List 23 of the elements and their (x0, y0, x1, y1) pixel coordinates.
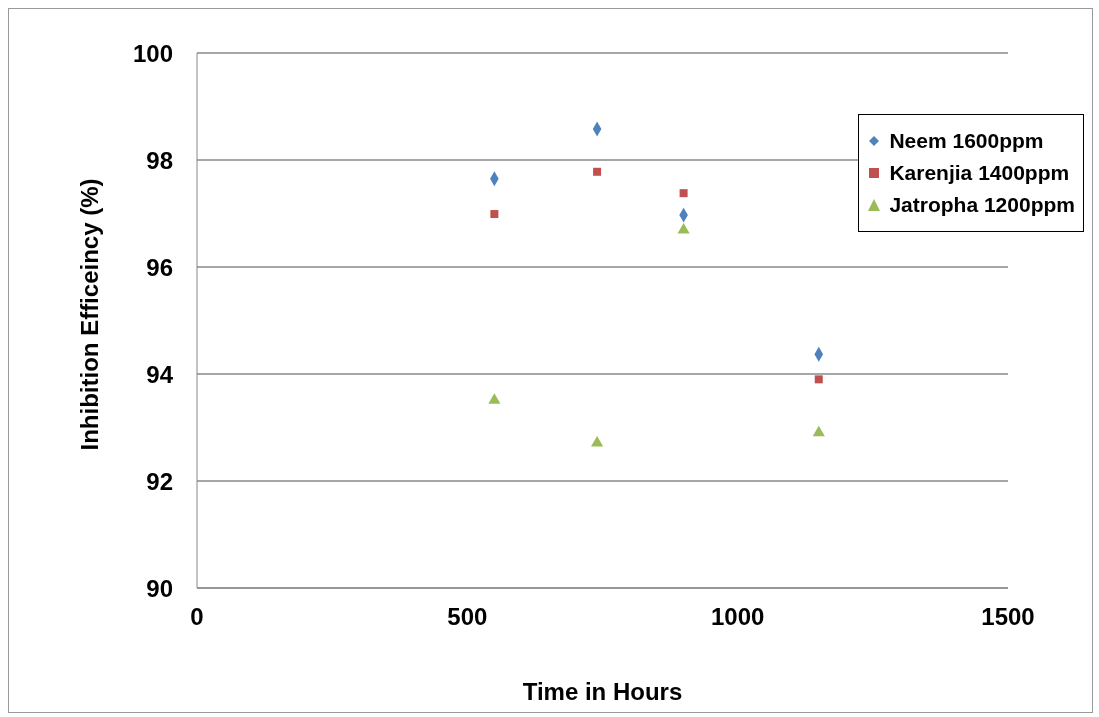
legend-label: Neem 1600ppm (889, 129, 1044, 153)
x-tick-label: 0 (190, 603, 204, 631)
y-tick-label: 92 (146, 467, 173, 495)
point (591, 436, 604, 447)
point (814, 375, 823, 384)
x-axis-title: Time in Hours (522, 678, 683, 705)
x-tick-label: 1000 (710, 603, 765, 631)
point (593, 167, 602, 176)
point (679, 189, 688, 198)
y-tick-label: 94 (146, 360, 174, 388)
x-tick-label: 1500 (981, 603, 1035, 631)
legend-label: Jatropha 1200ppm (889, 193, 1075, 217)
legend-label: Karenjia 1400ppm (889, 161, 1070, 185)
y-tick-label: 90 (146, 574, 173, 602)
y-axis-title: Inhibition Efficeincy (%) (75, 178, 103, 451)
point (488, 393, 501, 404)
y-tick-label: 100 (132, 39, 173, 67)
x-tick-label: 500 (447, 603, 488, 631)
y-tick-label: 96 (146, 253, 173, 281)
point (812, 425, 825, 437)
point (677, 223, 690, 234)
point (490, 210, 499, 219)
y-tick-label: 98 (146, 146, 173, 174)
